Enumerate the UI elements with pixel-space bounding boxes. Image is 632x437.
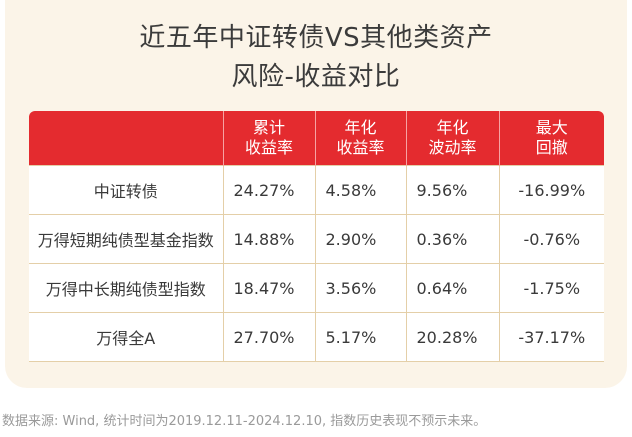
header-line: 波动率 bbox=[428, 138, 477, 157]
header-annualized-return: 年化 收益率 bbox=[314, 111, 406, 166]
annualized-return-cell: 5.17% bbox=[314, 312, 406, 362]
annualized-return-cell: 2.90% bbox=[314, 214, 406, 264]
cumulative-return-cell: 18.47% bbox=[222, 263, 315, 313]
asset-name: 中证转债 bbox=[29, 165, 223, 215]
header-line: 年化 bbox=[436, 118, 469, 137]
page-subtitle: 风险-收益对比 bbox=[231, 62, 401, 92]
table-row: 万得短期纯债型基金指数 14.88% 2.90% 0.36% -0.76% bbox=[29, 214, 604, 264]
annualized-volatility-cell: 0.64% bbox=[405, 263, 499, 313]
header-asset bbox=[29, 111, 223, 166]
header-annualized-volatility: 年化 波动率 bbox=[405, 111, 499, 166]
max-drawdown-cell: -16.99% bbox=[498, 165, 604, 215]
header-line: 年化 bbox=[344, 118, 377, 137]
annualized-volatility-cell: 9.56% bbox=[405, 165, 499, 215]
cumulative-return-cell: 24.27% bbox=[222, 165, 315, 215]
header-cumulative-return: 累计 收益率 bbox=[222, 111, 315, 166]
max-drawdown-cell: -37.17% bbox=[498, 312, 604, 362]
table-row: 万得中长期纯债型指数 18.47% 3.56% 0.64% -1.75% bbox=[29, 263, 604, 313]
max-drawdown-cell: -0.76% bbox=[498, 214, 604, 264]
annualized-volatility-cell: 20.28% bbox=[405, 312, 499, 362]
asset-name: 万得短期纯债型基金指数 bbox=[29, 214, 223, 264]
table-row: 中证转债 24.27% 4.58% 9.56% -16.99% bbox=[29, 165, 604, 215]
cumulative-return-cell: 27.70% bbox=[222, 312, 315, 362]
annualized-volatility-cell: 0.36% bbox=[405, 214, 499, 264]
table-header-row: 累计 收益率 年化 收益率 年化 波动率 最大 回撤 bbox=[29, 111, 604, 166]
table-row: 万得全A 27.70% 5.17% 20.28% -37.17% bbox=[29, 312, 604, 362]
header-line: 收益率 bbox=[244, 138, 293, 157]
cumulative-return-cell: 14.88% bbox=[222, 214, 315, 264]
page-title: 近五年中证转债VS其他类资产 bbox=[139, 23, 493, 53]
risk-return-table: 累计 收益率 年化 收益率 年化 波动率 最大 回撤 中证转债 24.27% 4… bbox=[29, 111, 604, 362]
header-line: 最大 bbox=[535, 118, 568, 137]
header-line: 累计 bbox=[252, 118, 285, 137]
annualized-return-cell: 3.56% bbox=[314, 263, 406, 313]
asset-name: 万得全A bbox=[29, 312, 223, 362]
max-drawdown-cell: -1.75% bbox=[498, 263, 604, 313]
header-max-drawdown: 最大 回撤 bbox=[498, 111, 604, 166]
header-line: 收益率 bbox=[336, 138, 385, 157]
asset-name: 万得中长期纯债型指数 bbox=[29, 263, 223, 313]
data-source-footnote: 数据来源: Wind, 统计时间为2019.12.11-2024.12.10, … bbox=[2, 414, 487, 429]
header-line: 回撤 bbox=[535, 138, 568, 157]
annualized-return-cell: 4.58% bbox=[314, 165, 406, 215]
